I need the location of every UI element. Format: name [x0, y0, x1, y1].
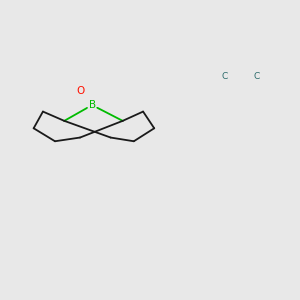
Text: C: C — [222, 72, 228, 81]
Text: B: B — [88, 100, 96, 110]
Text: C: C — [253, 72, 260, 81]
Text: O: O — [76, 86, 84, 96]
